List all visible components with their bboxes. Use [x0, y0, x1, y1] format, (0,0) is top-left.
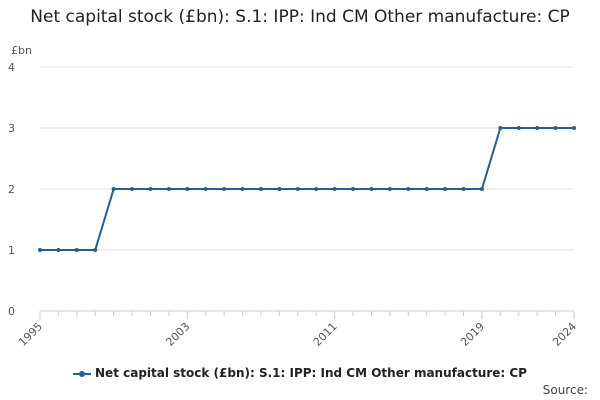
- chart-title: Net capital stock (£bn): S.1: IPP: Ind C…: [30, 7, 570, 27]
- data-point[interactable]: [516, 126, 521, 130]
- axes: 0 1 2 3 4 1995 2003 2011 2019 2024: [8, 61, 579, 349]
- data-point[interactable]: [351, 187, 356, 191]
- y-axis-unit-label: £bn: [11, 44, 32, 57]
- x-tick-label: 2024: [550, 320, 579, 349]
- data-point[interactable]: [277, 187, 282, 191]
- data-point[interactable]: [498, 126, 503, 130]
- data-point[interactable]: [553, 126, 558, 130]
- source-label: Source:: [542, 383, 588, 397]
- data-point[interactable]: [369, 187, 374, 191]
- gridlines: [40, 66, 574, 251]
- legend-series-marker: [73, 369, 92, 379]
- data-point[interactable]: [387, 187, 392, 191]
- data-point[interactable]: [148, 187, 153, 191]
- data-point[interactable]: [130, 187, 135, 191]
- data-point[interactable]: [56, 248, 61, 252]
- data-point[interactable]: [424, 187, 429, 191]
- series-layer: [38, 126, 576, 252]
- y-tick-label: 0: [8, 305, 15, 318]
- data-point[interactable]: [74, 248, 79, 252]
- data-point[interactable]: [332, 187, 337, 191]
- data-point[interactable]: [38, 248, 42, 252]
- y-tick-label: 4: [8, 61, 15, 74]
- series-line[interactable]: [40, 127, 574, 251]
- x-tick-label: 2003: [163, 320, 192, 349]
- data-point[interactable]: [535, 126, 540, 130]
- data-point[interactable]: [185, 187, 190, 191]
- y-tick-label: 1: [8, 244, 15, 257]
- data-point[interactable]: [443, 187, 448, 191]
- y-tick-label: 2: [8, 183, 15, 196]
- legend-series-label: Net capital stock (£bn): S.1: IPP: Ind C…: [95, 366, 527, 380]
- data-point[interactable]: [461, 187, 466, 191]
- data-point[interactable]: [111, 187, 116, 191]
- data-point[interactable]: [93, 248, 98, 252]
- data-point[interactable]: [166, 187, 171, 191]
- y-tick-label: 3: [8, 122, 15, 135]
- data-point[interactable]: [572, 126, 576, 130]
- x-tick-label: 2019: [458, 320, 487, 349]
- x-tick-label: 2011: [311, 320, 340, 349]
- data-point[interactable]: [406, 187, 411, 191]
- data-point[interactable]: [240, 187, 245, 191]
- data-point[interactable]: [203, 187, 208, 191]
- legend[interactable]: Net capital stock (£bn): S.1: IPP: Ind C…: [0, 366, 600, 380]
- data-point[interactable]: [295, 187, 300, 191]
- data-point[interactable]: [222, 187, 227, 191]
- data-point[interactable]: [258, 187, 263, 191]
- data-point[interactable]: [314, 187, 319, 191]
- x-tick-label: 1995: [16, 320, 45, 349]
- data-point[interactable]: [479, 187, 484, 191]
